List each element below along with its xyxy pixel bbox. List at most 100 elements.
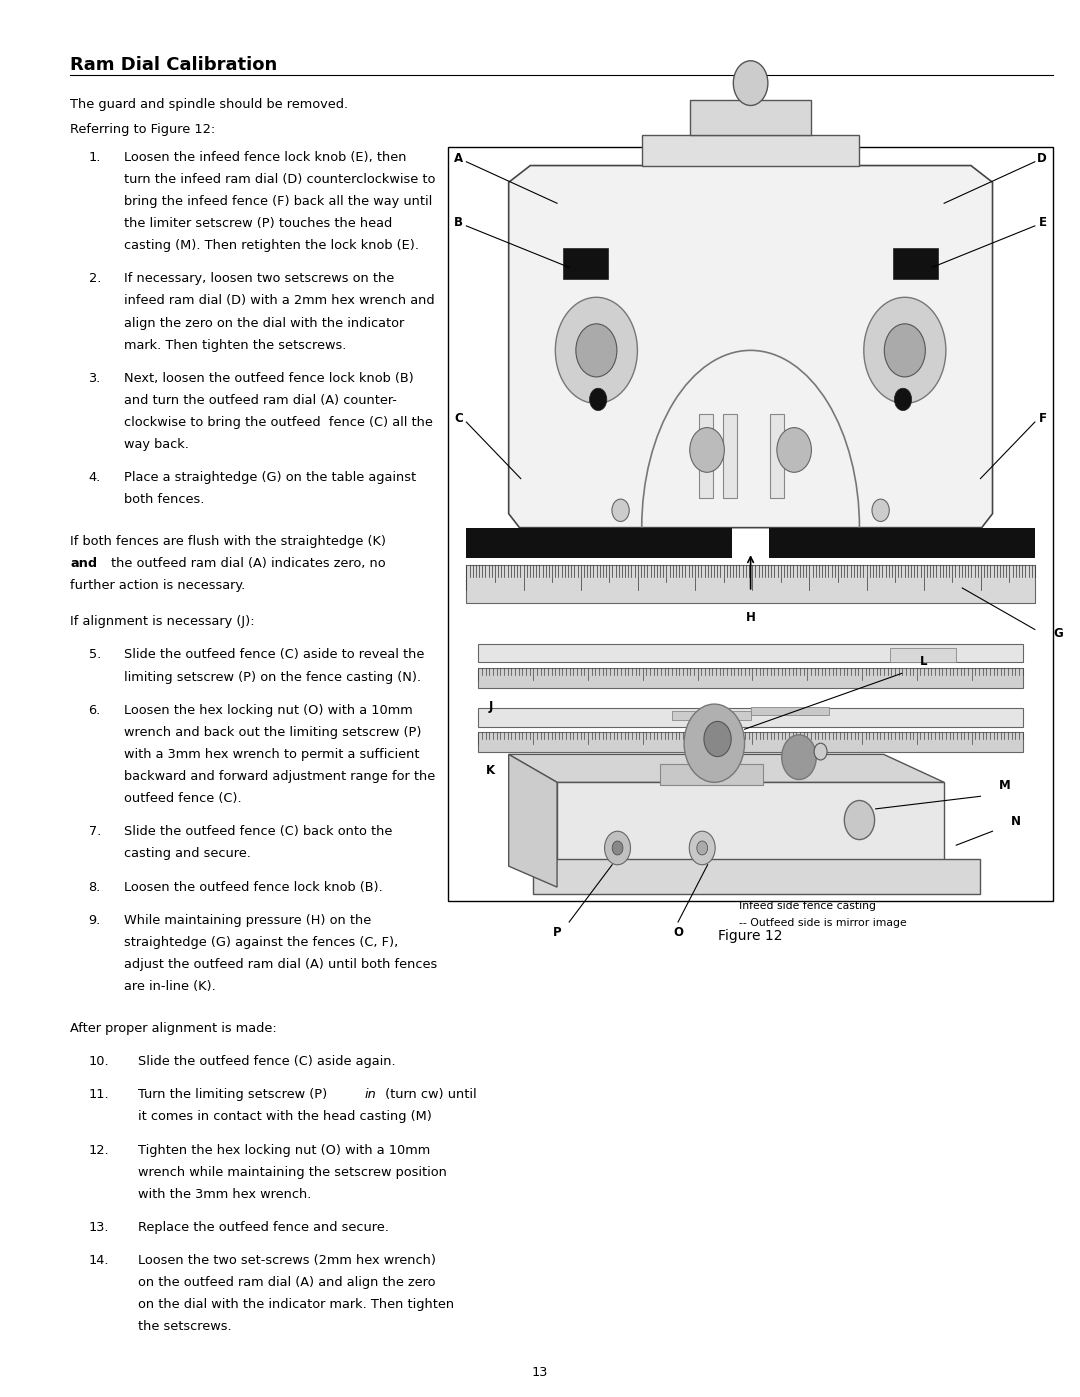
Text: 10.: 10. xyxy=(89,1055,109,1069)
Text: A: A xyxy=(455,151,463,165)
Bar xyxy=(478,732,1023,752)
Text: mark. Then tighten the setscrews.: mark. Then tighten the setscrews. xyxy=(124,338,347,352)
Text: Slide the outfeed fence (C) aside to reveal the: Slide the outfeed fence (C) aside to rev… xyxy=(124,648,424,662)
Text: Loosen the two set-screws (2mm hex wrench): Loosen the two set-screws (2mm hex wrenc… xyxy=(138,1255,436,1267)
Text: Loosen the hex locking nut (O) with a 10mm: Loosen the hex locking nut (O) with a 10… xyxy=(124,704,413,717)
Bar xyxy=(467,566,1035,604)
Bar xyxy=(660,764,762,785)
Circle shape xyxy=(576,324,617,377)
Text: The guard and spindle should be removed.: The guard and spindle should be removed. xyxy=(70,98,349,110)
Text: Infeed side fence casting: Infeed side fence casting xyxy=(739,901,876,911)
Circle shape xyxy=(864,298,946,404)
Text: adjust the outfeed ram dial (A) until both fences: adjust the outfeed ram dial (A) until bo… xyxy=(124,958,437,971)
Text: 5.: 5. xyxy=(89,648,100,662)
Text: 13: 13 xyxy=(531,1366,549,1379)
Circle shape xyxy=(845,800,875,840)
Bar xyxy=(893,249,939,279)
Text: 2.: 2. xyxy=(89,272,100,285)
Text: the setscrews.: the setscrews. xyxy=(138,1320,232,1334)
Text: 12.: 12. xyxy=(89,1144,109,1157)
Bar xyxy=(478,668,1023,687)
Text: While maintaining pressure (H) on the: While maintaining pressure (H) on the xyxy=(124,914,372,928)
Text: straightedge (G) against the fences (C, F),: straightedge (G) against the fences (C, … xyxy=(124,936,399,949)
Circle shape xyxy=(690,427,725,472)
Text: After proper alignment is made:: After proper alignment is made: xyxy=(70,1021,276,1035)
Circle shape xyxy=(814,743,827,760)
Circle shape xyxy=(605,831,631,865)
Text: Slide the outfeed fence (C) back onto the: Slide the outfeed fence (C) back onto th… xyxy=(124,826,392,838)
Text: outfeed fence (C).: outfeed fence (C). xyxy=(124,792,242,805)
Text: with a 3mm hex wrench to permit a sufficient: with a 3mm hex wrench to permit a suffic… xyxy=(124,747,420,761)
Circle shape xyxy=(777,427,811,472)
Text: If alignment is necessary (J):: If alignment is necessary (J): xyxy=(70,615,255,629)
Circle shape xyxy=(612,841,623,855)
Bar xyxy=(890,648,956,662)
Text: C: C xyxy=(455,412,463,425)
Text: 11.: 11. xyxy=(89,1088,109,1101)
Polygon shape xyxy=(509,754,944,782)
Text: way back.: way back. xyxy=(124,439,189,451)
Circle shape xyxy=(885,324,926,377)
Text: on the outfeed ram dial (A) and align the zero: on the outfeed ram dial (A) and align th… xyxy=(138,1277,435,1289)
Text: clockwise to bring the outfeed  fence (C) all the: clockwise to bring the outfeed fence (C)… xyxy=(124,416,433,429)
Text: limiting setscrew (P) on the fence casting (N).: limiting setscrew (P) on the fence casti… xyxy=(124,671,421,683)
Text: wrench and back out the limiting setscrew (P): wrench and back out the limiting setscre… xyxy=(124,726,421,739)
Text: Turn the limiting setscrew (P): Turn the limiting setscrew (P) xyxy=(138,1088,332,1101)
Text: If both fences are flush with the straightedge (K): If both fences are flush with the straig… xyxy=(70,535,387,548)
Circle shape xyxy=(590,388,607,411)
Bar xyxy=(478,644,1023,662)
Text: E: E xyxy=(1039,215,1047,229)
Circle shape xyxy=(612,499,630,521)
Text: the limiter setscrew (P) touches the head: the limiter setscrew (P) touches the hea… xyxy=(124,217,392,231)
Bar xyxy=(724,414,738,497)
Text: further action is necessary.: further action is necessary. xyxy=(70,580,245,592)
Text: on the dial with the indicator mark. Then tighten: on the dial with the indicator mark. The… xyxy=(138,1298,455,1312)
Text: N: N xyxy=(1011,816,1021,828)
Text: Ram Dial Calibration: Ram Dial Calibration xyxy=(70,56,278,74)
Text: both fences.: both fences. xyxy=(124,493,204,507)
Text: D: D xyxy=(1037,151,1047,165)
Polygon shape xyxy=(509,754,557,887)
Bar xyxy=(532,859,981,894)
Text: Loosen the outfeed fence lock knob (B).: Loosen the outfeed fence lock knob (B). xyxy=(124,880,383,894)
Bar xyxy=(770,414,784,497)
Text: in: in xyxy=(365,1088,377,1101)
Bar xyxy=(563,249,608,279)
Text: -- Outfeed side is mirror image: -- Outfeed side is mirror image xyxy=(739,918,906,928)
Text: P: P xyxy=(553,926,562,939)
Text: K: K xyxy=(486,764,495,777)
Text: 9.: 9. xyxy=(89,914,100,928)
Text: Next, loosen the outfeed fence lock knob (B): Next, loosen the outfeed fence lock knob… xyxy=(124,372,414,386)
Text: Loosen the infeed fence lock knob (E), then: Loosen the infeed fence lock knob (E), t… xyxy=(124,151,407,163)
Text: 4.: 4. xyxy=(89,471,100,485)
Bar xyxy=(642,136,860,166)
Bar xyxy=(467,528,732,557)
Text: J: J xyxy=(488,700,492,714)
Bar xyxy=(769,528,1035,557)
Polygon shape xyxy=(557,782,944,887)
Bar xyxy=(751,707,829,715)
Bar xyxy=(672,711,751,719)
Text: Slide the outfeed fence (C) aside again.: Slide the outfeed fence (C) aside again. xyxy=(138,1055,396,1069)
Text: turn the infeed ram dial (D) counterclockwise to: turn the infeed ram dial (D) countercloc… xyxy=(124,173,435,186)
Text: Replace the outfeed fence and secure.: Replace the outfeed fence and secure. xyxy=(138,1221,389,1234)
Text: 7.: 7. xyxy=(89,826,100,838)
Circle shape xyxy=(684,704,744,782)
Text: it comes in contact with the head casting (M): it comes in contact with the head castin… xyxy=(138,1111,432,1123)
Text: B: B xyxy=(455,215,463,229)
Text: and: and xyxy=(70,557,97,570)
Polygon shape xyxy=(509,166,993,528)
Circle shape xyxy=(894,388,912,411)
Text: and turn the outfeed ram dial (A) counter-: and turn the outfeed ram dial (A) counte… xyxy=(124,394,397,407)
Circle shape xyxy=(782,735,816,780)
Text: the outfeed ram dial (A) indicates zero, no: the outfeed ram dial (A) indicates zero,… xyxy=(111,557,386,570)
Text: L: L xyxy=(920,655,928,668)
Text: casting (M). Then retighten the lock knob (E).: casting (M). Then retighten the lock kno… xyxy=(124,239,419,253)
Text: If necessary, loosen two setscrews on the: If necessary, loosen two setscrews on th… xyxy=(124,272,394,285)
Text: casting and secure.: casting and secure. xyxy=(124,848,251,861)
Text: (turn cw) until: (turn cw) until xyxy=(381,1088,477,1101)
Bar xyxy=(448,147,1053,901)
Bar xyxy=(690,101,811,136)
Text: 1.: 1. xyxy=(89,151,100,163)
Bar xyxy=(478,708,1023,726)
